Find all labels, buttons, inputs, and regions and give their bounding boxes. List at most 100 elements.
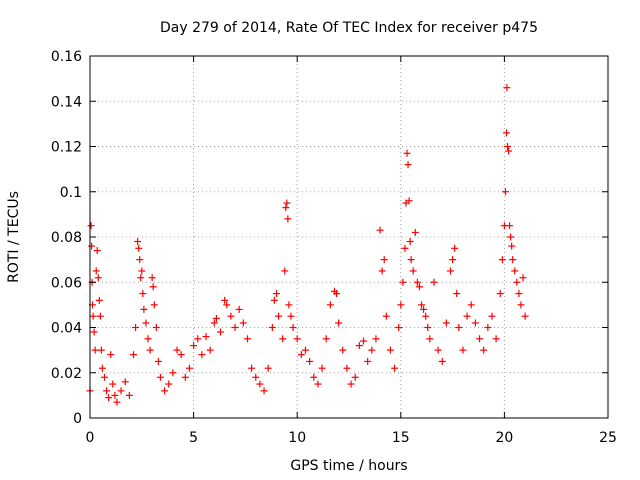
y-axis-title: ROTI / TECUs [6, 191, 22, 283]
data-point [194, 335, 202, 343]
y-tick-label: 0.08 [51, 230, 82, 246]
data-point [185, 364, 193, 372]
data-point [368, 346, 376, 354]
data-point [335, 319, 343, 327]
data-point [87, 222, 95, 230]
data-point [89, 312, 97, 320]
data-point [343, 364, 351, 372]
y-tick-label: 0.12 [51, 140, 82, 156]
data-point [322, 335, 330, 343]
data-point [506, 222, 514, 230]
data-point [455, 324, 463, 331]
data-point [505, 147, 513, 155]
y-tick-label: 0.1 [60, 185, 82, 201]
data-point [260, 387, 268, 395]
data-point [146, 346, 154, 354]
data-point [91, 346, 99, 354]
data-point [142, 319, 150, 327]
data-point [397, 301, 405, 309]
data-point [113, 398, 121, 406]
data-point [498, 256, 506, 264]
data-point [511, 267, 519, 275]
data-point [364, 357, 372, 365]
data-point [169, 369, 177, 377]
data-point [420, 305, 428, 313]
data-point [98, 364, 106, 372]
data-point [275, 312, 283, 320]
data-point [378, 267, 386, 275]
data-point [438, 357, 446, 365]
data-point [103, 387, 111, 395]
data-point [161, 387, 169, 395]
data-point [181, 373, 189, 381]
data-point [105, 394, 113, 402]
y-tick-label: 0.14 [51, 94, 82, 110]
data-point [515, 290, 523, 298]
data-point [111, 391, 119, 399]
data-point [198, 351, 206, 359]
data-point [154, 357, 162, 365]
data-point [150, 301, 158, 309]
data-point [382, 312, 390, 320]
data-point [403, 149, 411, 157]
data-point [492, 335, 500, 343]
data-point [372, 335, 380, 343]
data-point [376, 226, 384, 234]
data-point [132, 324, 140, 331]
data-point [351, 373, 359, 381]
data-point [206, 346, 214, 354]
data-point [339, 346, 347, 354]
x-tick-label: 15 [392, 430, 410, 446]
data-point [285, 301, 293, 309]
data-point [256, 380, 264, 388]
data-point [281, 267, 289, 275]
data-point [268, 324, 276, 331]
data-point [130, 351, 138, 359]
data-point [121, 378, 129, 386]
data-point [134, 238, 142, 246]
data-point [94, 274, 102, 282]
data-point [210, 319, 218, 327]
data-point [502, 129, 510, 137]
data-point [135, 244, 143, 252]
data-point [88, 242, 96, 250]
data-point [144, 335, 152, 343]
data-point [235, 305, 243, 313]
data-point [293, 335, 301, 343]
data-point [248, 364, 256, 372]
data-point [459, 346, 467, 354]
data-point [434, 346, 442, 354]
data-point [301, 346, 309, 354]
x-axis-title: GPS time / hours [290, 458, 407, 474]
data-point [272, 290, 280, 298]
data-point [426, 335, 434, 343]
data-point [409, 267, 417, 275]
data-point [411, 228, 419, 236]
data-point [449, 256, 457, 264]
data-point [488, 312, 496, 320]
data-point [360, 337, 368, 345]
data-point [239, 319, 247, 327]
data-point [451, 244, 459, 252]
data-point [97, 346, 105, 354]
data-point [501, 188, 509, 196]
data-point [471, 319, 479, 327]
data-point [202, 333, 210, 341]
data-point [282, 204, 290, 212]
data-point [467, 301, 475, 309]
data-point [521, 312, 529, 320]
y-tick-label: 0.04 [51, 321, 82, 337]
data-point [415, 283, 423, 291]
data-point [92, 267, 100, 275]
data-point [289, 324, 297, 331]
data-point [270, 296, 278, 304]
data-point [212, 314, 220, 322]
data-point [513, 278, 521, 286]
data-point [117, 387, 125, 395]
data-point [138, 267, 146, 275]
x-tick-label: 25 [599, 430, 617, 446]
data-point [509, 256, 517, 264]
data-point [90, 328, 98, 336]
data-point [243, 335, 251, 343]
data-point [404, 161, 412, 169]
